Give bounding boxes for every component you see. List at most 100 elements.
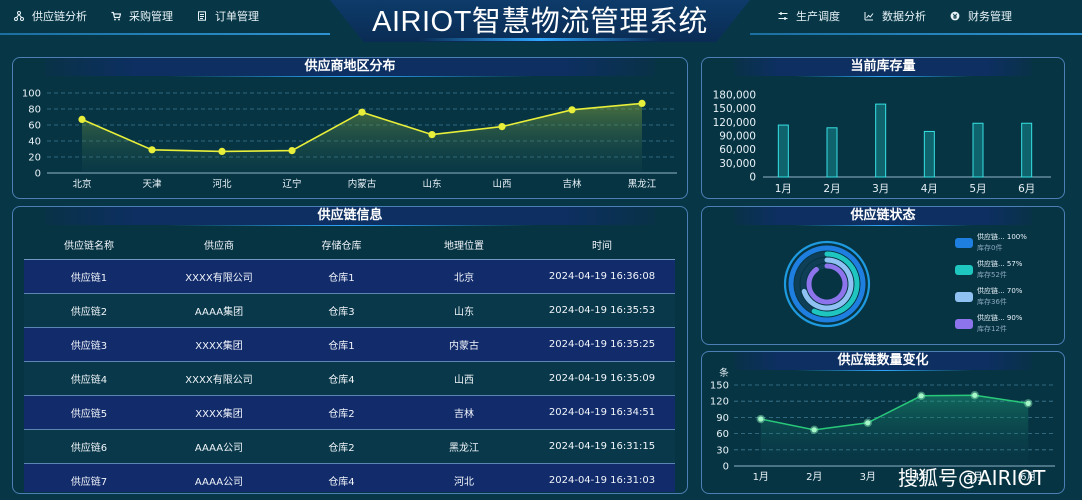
- bar: [923, 130, 935, 178]
- column-header: 存储仓库: [321, 241, 362, 252]
- x-tick-label: 3月: [872, 183, 889, 195]
- table-cell: 内蒙古: [449, 341, 479, 352]
- table-body: 供应链1 XXXX有限公司 仓库1 北京 2024-04-19 16:36:08 供应链2…: [24, 260, 675, 492]
- series-area: [760, 395, 1029, 466]
- x-tick-label: 黑龙江: [628, 178, 657, 190]
- y-tick-label: 60,000: [719, 144, 756, 156]
- chart-icon: [864, 12, 874, 21]
- table-cell: 吉林: [454, 409, 474, 420]
- table-cell: 供应链5: [70, 409, 108, 420]
- table-cell: 仓库2: [328, 409, 355, 420]
- table-row[interactable]: 供应链5 XXXX集团 仓库2 吉林 2024-04-19 16:34:51: [24, 396, 675, 430]
- nav-item-label: 订单管理: [215, 10, 259, 23]
- bar: [1021, 122, 1033, 178]
- x-tick-label: 北京: [72, 178, 91, 190]
- x-tick-label: 4月: [913, 471, 929, 483]
- data-point: [288, 147, 296, 155]
- supply-chain-status-panel: 供应链状态: [701, 206, 1065, 345]
- nav-right: 生产调度 数据分析 财务管理: [764, 0, 1022, 32]
- bar: [972, 122, 984, 178]
- table-cell: 供应链2: [70, 307, 108, 318]
- x-tick-label: 2月: [806, 471, 822, 483]
- y-tick-label: 0: [723, 462, 729, 473]
- table-cell: XXXX有限公司: [185, 375, 253, 386]
- legend-label: 供应链... 90%: [977, 314, 1023, 322]
- y-tick-label: 30,000: [719, 158, 756, 170]
- y-tick-label: 150: [710, 381, 729, 392]
- legend-stock: 库存52件: [977, 271, 1007, 279]
- legend-stock: 库存36件: [977, 298, 1007, 306]
- nav-item-finance-management[interactable]: 财务管理: [936, 0, 1022, 32]
- table-cell: 2024-04-19 16:36:08: [548, 271, 656, 282]
- nav-item-production-scheduling[interactable]: 生产调度: [764, 0, 850, 32]
- table-cell: 仓库2: [328, 443, 355, 454]
- table-row[interactable]: 供应链4 XXXX有限公司 仓库4 山西 2024-04-19 16:35:09: [24, 362, 675, 396]
- legend-swatch: [955, 265, 973, 275]
- table-row[interactable]: 供应链7 AAAA公司 仓库4 河北 2024-04-19 16:31:03: [24, 464, 675, 492]
- table-cell: AAAA集团: [194, 307, 244, 318]
- table-cell: 供应链7: [70, 477, 108, 488]
- legend-stock: 库存12件: [977, 325, 1007, 333]
- x-tick-label: 天津: [142, 179, 162, 190]
- y-tick-label: 120: [710, 397, 729, 408]
- legend-swatch: [955, 292, 973, 302]
- y-tick-label: 30: [716, 445, 729, 456]
- data-point: [78, 115, 86, 123]
- nav-item-data-analysis[interactable]: 数据分析: [850, 0, 936, 32]
- table-cell: 2024-04-19 16:31:03: [548, 475, 656, 486]
- data-point: [758, 416, 764, 422]
- nav-item-label: 生产调度: [796, 10, 840, 23]
- y-tick-label: 100: [22, 89, 41, 100]
- table-cell: 黑龙江: [449, 443, 479, 454]
- bar: [875, 103, 887, 178]
- x-tick-label: 6月: [1018, 183, 1035, 195]
- x-tick-label: 1月: [775, 183, 792, 195]
- table-cell: 仓库4: [328, 375, 355, 386]
- nav-item-order-management[interactable]: 订单管理: [183, 0, 269, 32]
- legend-label: 供应链... 57%: [977, 260, 1023, 268]
- ring-arc: [801, 257, 854, 311]
- table-cell: 仓库4: [328, 477, 355, 488]
- bar: [826, 127, 838, 178]
- y-tick-label: 150,000: [713, 103, 756, 115]
- table-cell: 2024-04-19 16:31:15: [548, 441, 656, 452]
- table-cell: 仓库3: [328, 307, 355, 318]
- table-cell: 仓库1: [328, 341, 355, 352]
- nav-item-purchase-management[interactable]: 采购管理: [97, 0, 183, 32]
- legend-stock: 库存0件: [977, 244, 1003, 252]
- table-cell: AAAA公司: [194, 443, 244, 454]
- ring-arc: [811, 251, 860, 317]
- series-area: [82, 103, 642, 173]
- data-point: [148, 146, 156, 154]
- cart-icon: [111, 11, 121, 21]
- nav-item-label: 数据分析: [882, 10, 926, 23]
- table-cell: 供应链1: [70, 273, 108, 284]
- table-viewport[interactable]: 供应链名称 供应商 存储仓库 地理位置 时间 供应链1 XXXX有限公司 仓库1 北京…: [12, 228, 688, 492]
- x-tick-label: 辽宁: [282, 178, 301, 190]
- column-header: 地理位置: [444, 241, 484, 252]
- table-row[interactable]: 供应链6 AAAA公司 仓库2 黑龙江 2024-04-19 16:31:15: [24, 430, 675, 464]
- y-tick-label: 120,000: [713, 117, 756, 129]
- table-row[interactable]: 供应链1 XXXX有限公司 仓库1 北京 2024-04-19 16:36:08: [24, 260, 675, 294]
- supply-chain-table: 供应链名称 供应商 存储仓库 地理位置 时间 供应链1 XXXX有限公司 仓库1 北京…: [24, 230, 675, 492]
- x-tick-label: 2月: [823, 183, 840, 195]
- data-point: [568, 106, 576, 114]
- panel-title: 供应链状态: [734, 207, 1032, 226]
- legend-label: 供应链... 70%: [977, 287, 1023, 295]
- x-tick-label: 6月: [1020, 471, 1036, 483]
- ring-arc: [788, 245, 866, 323]
- title-glow-line: [420, 38, 660, 41]
- data-point: [358, 108, 366, 116]
- table-cell: 2024-04-19 16:35:09: [548, 373, 656, 384]
- table-cell: 仓库1: [328, 273, 355, 284]
- title-banner: AIRIOT智慧物流管理系统: [330, 0, 750, 42]
- y-tick-label: 180,000: [713, 90, 756, 102]
- table-row[interactable]: 供应链2 AAAA集团 仓库3 山东 2024-04-19 16:35:53: [24, 294, 675, 328]
- table-cell: 2024-04-19 16:35:53: [548, 305, 656, 316]
- legend-swatch: [955, 238, 973, 248]
- data-point: [638, 99, 646, 107]
- x-tick-label: 吉林: [562, 178, 582, 190]
- nav-item-supply-chain-analysis[interactable]: 供应链分析: [0, 0, 97, 32]
- x-tick-label: 5月: [967, 471, 983, 483]
- table-row[interactable]: 供应链3 XXXX集团 仓库1 内蒙古 2024-04-19 16:35:25: [24, 328, 675, 362]
